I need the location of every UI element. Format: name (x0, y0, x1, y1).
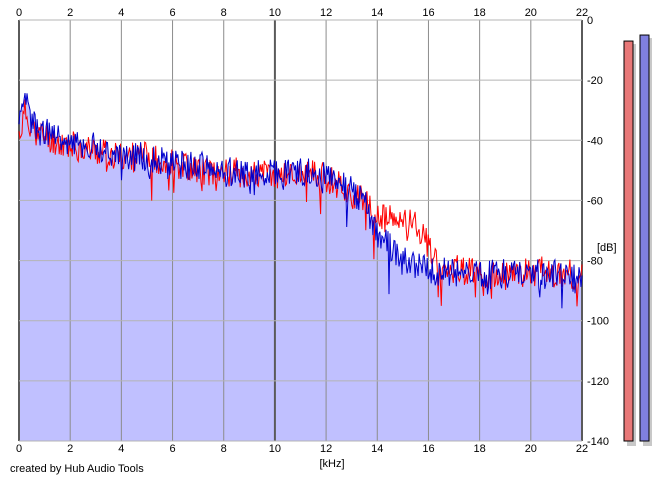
series-line-blue (18, 93, 583, 309)
x-tick-label-bottom: 22 (576, 443, 588, 455)
series-line-red (18, 99, 583, 307)
x-tick-label-bottom: 14 (371, 443, 383, 455)
x-tick-label-top: 2 (67, 7, 73, 19)
x-tick-label-bottom: 8 (221, 443, 227, 455)
x-tick-label-bottom: 4 (118, 443, 124, 455)
x-tick-label-top: 16 (422, 7, 434, 19)
x-tick-label-top: 0 (16, 7, 22, 19)
x-tick-label-bottom: 10 (269, 443, 281, 455)
y-tick-label: -40 (587, 135, 603, 147)
x-tick-label-bottom: 2 (67, 443, 73, 455)
x-tick-label-bottom: 20 (525, 443, 537, 455)
level-meter-right (639, 34, 650, 442)
x-tick-label-top: 4 (118, 7, 124, 19)
x-tick-label-top: 18 (474, 7, 486, 19)
x-tick-label-bottom: 18 (474, 443, 486, 455)
y-tick-label: -120 (587, 376, 609, 388)
x-tick-label-bottom: 16 (422, 443, 434, 455)
x-tick-label-top: 6 (169, 7, 175, 19)
x-tick-label-top: 10 (269, 7, 281, 19)
x-tick-label-top: 14 (371, 7, 383, 19)
x-tick-label-top: 22 (576, 7, 588, 19)
x-tick-label-top: 20 (525, 7, 537, 19)
y-tick-label: 0 (587, 15, 593, 27)
y-tick-label: -80 (587, 256, 603, 268)
y-tick-label: -100 (587, 316, 609, 328)
credit-text: created by Hub Audio Tools (10, 463, 144, 475)
x-tick-label-bottom: 12 (320, 443, 332, 455)
x-tick-label-bottom: 0 (16, 443, 22, 455)
x-tick-label-bottom: 6 (169, 443, 175, 455)
level-meter-left (623, 40, 634, 442)
y-axis-label: [dB] (597, 242, 617, 254)
spectrum-area (19, 93, 582, 441)
x-axis-label: [kHz] (319, 458, 344, 470)
y-tick-label: -20 (587, 75, 603, 87)
x-tick-label-top: 8 (221, 7, 227, 19)
y-tick-label: -140 (587, 436, 609, 448)
y-tick-label: -60 (587, 195, 603, 207)
x-tick-label-top: 12 (320, 7, 332, 19)
